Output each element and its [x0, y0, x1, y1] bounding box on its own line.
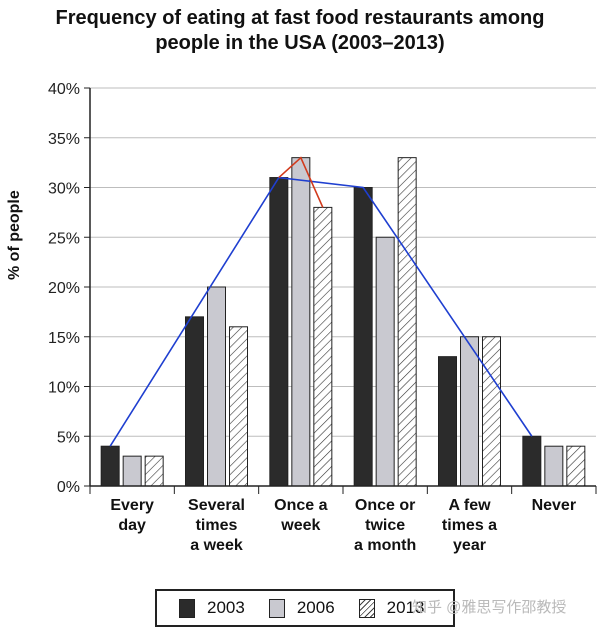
axis-layer — [89, 88, 597, 494]
bar-2013-4 — [482, 336, 501, 487]
bar-2006-4 — [460, 336, 479, 487]
legend-label-2006: 2006 — [296, 598, 335, 617]
x-tick-label-line: Once or — [354, 497, 416, 514]
watermark: 知乎 @雅思写作邵教授 — [412, 599, 567, 616]
x-tick-label-line: a week — [190, 537, 243, 554]
bar-2013-1 — [229, 326, 248, 487]
chart-title-line-2: people in the USA (2003–2013) — [155, 32, 445, 54]
legend-item-2013: 2013 — [358, 598, 425, 618]
x-tick-label-line: times a — [441, 517, 498, 534]
x-tick-label: Never — [512, 496, 596, 516]
annotation-line-blue — [109, 176, 533, 447]
legend-swatch-2006 — [268, 598, 285, 618]
bar-2013-0 — [144, 455, 164, 487]
x-tick-label-line: Several — [188, 497, 245, 514]
x-tick-label: Several times a week — [175, 496, 259, 556]
bar-2003-1 — [185, 316, 204, 487]
x-tick-label-line: a month — [354, 537, 417, 554]
x-tick-label: Every day — [90, 496, 174, 536]
annotation-layer — [109, 156, 533, 447]
bar-2003-0 — [100, 445, 120, 487]
x-tick-label-line: A few — [448, 497, 491, 514]
y-tick-label: 0% — [57, 479, 80, 496]
legend-swatch-2013 — [358, 598, 375, 618]
y-tick-label: 35% — [48, 131, 80, 148]
x-tick-label-line: day — [118, 517, 146, 534]
y-tick-label: 25% — [48, 230, 80, 247]
y-tick-label: 20% — [48, 280, 80, 297]
bar-2006-1 — [207, 286, 226, 487]
y-tick-label: 15% — [48, 330, 80, 347]
bar-2013-5 — [566, 445, 586, 487]
bar-2003-4 — [438, 356, 457, 487]
x-tick-label-line: year — [453, 537, 486, 554]
legend-item-2003: 2003 — [179, 598, 245, 618]
bar-2006-2 — [291, 157, 311, 487]
legend: 2003 2006 2013 — [155, 589, 455, 627]
y-tick-label: 40% — [48, 81, 80, 98]
x-tick-label: Once a week — [259, 496, 343, 536]
x-tick-label-line: week — [281, 517, 321, 534]
bar-2006-5 — [544, 445, 564, 487]
x-tick-label-line: times — [195, 517, 238, 534]
annotation-line-red — [278, 156, 324, 208]
bar-2006-0 — [122, 455, 142, 487]
bar-2013-2 — [313, 206, 333, 487]
x-tick-label-line: Once a — [274, 497, 328, 514]
chart-title: Frequency of eating at fast food restaur… — [0, 6, 600, 56]
x-tick-label: A few times a year — [428, 496, 512, 556]
x-tick-label-line: twice — [365, 517, 406, 534]
bar-2003-3 — [353, 187, 373, 487]
y-tick-label: 10% — [48, 380, 80, 397]
bar-2006-3 — [375, 236, 395, 487]
x-tick-label: Once or twice a month — [343, 496, 427, 556]
y-tick-label: 5% — [57, 429, 80, 446]
chart-title-line-1: Frequency of eating at fast food restaur… — [55, 7, 545, 29]
x-tick-label-line: Never — [531, 497, 577, 514]
legend-swatch-2003 — [179, 598, 195, 618]
grid-layer: 0% 5% 10% 15% 20% 25% 30% 35% 40% — [48, 81, 596, 496]
legend-item-2006: 2006 — [268, 598, 335, 618]
bar-2003-2 — [269, 177, 289, 487]
legend-label-2003: 2003 — [207, 598, 245, 617]
x-tick-label-line: Every — [110, 497, 154, 514]
bar-2013-3 — [397, 157, 417, 487]
legend-label-2013: 2013 — [386, 598, 425, 617]
bar-layer — [100, 157, 586, 487]
bar-2003-5 — [522, 435, 542, 487]
y-tick-label: 30% — [48, 181, 80, 198]
